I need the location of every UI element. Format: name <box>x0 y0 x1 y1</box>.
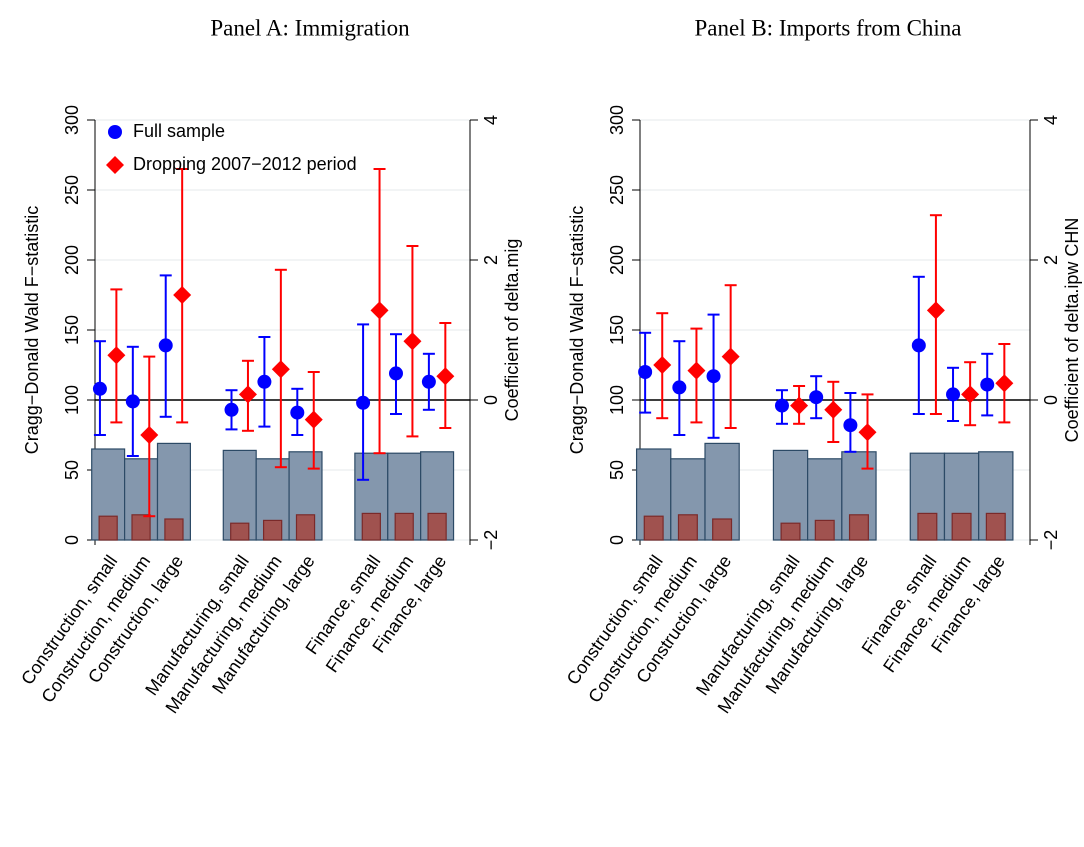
y2-axis-label: Coefficient of delta.ipw CHN <box>1062 218 1082 443</box>
point <box>638 365 653 379</box>
point <box>238 385 257 404</box>
bar <box>848 514 869 541</box>
bar <box>295 514 316 541</box>
y-axis-label: Cragg−Donald Wald F−statistic <box>567 206 587 454</box>
point <box>107 346 126 365</box>
y-tick-label: 0 <box>62 535 82 545</box>
bar <box>98 515 118 541</box>
y2-tick-label: 2 <box>481 255 501 265</box>
bar <box>230 522 250 541</box>
y2-tick-label: −2 <box>1041 530 1061 551</box>
y-tick-label: 250 <box>607 175 627 205</box>
bar <box>677 514 698 541</box>
bar <box>712 518 733 541</box>
y-tick-label: 300 <box>607 105 627 135</box>
point <box>125 394 140 409</box>
bar <box>427 512 447 541</box>
y-tick-label: 50 <box>607 460 627 480</box>
point <box>271 360 290 379</box>
point <box>995 374 1014 393</box>
point <box>290 405 305 420</box>
bar <box>985 512 1006 541</box>
point <box>961 385 980 404</box>
y-tick-label: 250 <box>62 175 82 205</box>
y2-tick-label: 2 <box>1041 255 1061 265</box>
legend-marker <box>106 156 124 174</box>
point <box>790 396 809 415</box>
bar <box>131 514 151 541</box>
point <box>774 398 789 413</box>
bar <box>262 519 283 541</box>
point <box>224 402 239 417</box>
point <box>403 332 422 351</box>
point <box>672 380 687 395</box>
y-tick-label: 0 <box>607 535 627 545</box>
y-tick-label: 300 <box>62 105 82 135</box>
y-tick-label: 150 <box>62 315 82 345</box>
point <box>173 286 192 304</box>
legend-label: Dropping 2007−2012 period <box>133 154 357 174</box>
point <box>92 381 107 396</box>
point <box>926 301 945 320</box>
panel-title: Panel A: Immigration <box>210 15 410 40</box>
point <box>436 367 455 386</box>
y-tick-label: 100 <box>607 385 627 415</box>
y-tick-label: 150 <box>607 315 627 345</box>
bar <box>951 512 972 541</box>
y2-tick-label: 4 <box>481 115 501 125</box>
legend-marker <box>108 125 122 139</box>
y-axis-label: Cragg−Donald Wald F−statistic <box>22 206 42 454</box>
y2-tick-label: 0 <box>481 395 501 405</box>
y-tick-label: 100 <box>62 385 82 415</box>
point <box>158 338 173 353</box>
bar <box>917 512 938 541</box>
point <box>370 301 389 320</box>
y-tick-label: 200 <box>607 245 627 275</box>
bar <box>643 515 664 541</box>
point <box>706 369 721 384</box>
y2-tick-label: 0 <box>1041 395 1061 405</box>
panel-title: Panel B: Imports from China <box>694 15 961 40</box>
point <box>653 356 672 374</box>
bar <box>814 519 835 541</box>
legend-label: Full sample <box>133 121 225 141</box>
point <box>843 418 858 433</box>
bar <box>394 512 414 541</box>
y2-tick-label: 4 <box>1041 115 1061 125</box>
point <box>140 426 159 444</box>
bar <box>361 512 381 541</box>
point <box>809 390 824 405</box>
point <box>980 377 995 392</box>
point <box>257 374 272 389</box>
bar <box>164 518 184 541</box>
point <box>388 366 403 381</box>
point <box>421 374 436 389</box>
y-tick-label: 200 <box>62 245 82 275</box>
point <box>824 400 843 419</box>
y2-axis-label: Coefficient of delta.mig <box>502 239 522 422</box>
y-tick-label: 50 <box>62 460 82 480</box>
point <box>304 410 323 429</box>
point <box>911 338 926 353</box>
bar <box>807 458 843 541</box>
point <box>946 387 961 402</box>
point <box>687 361 706 380</box>
y2-tick-label: −2 <box>481 530 501 551</box>
point <box>858 423 877 442</box>
point <box>356 395 371 410</box>
point <box>721 347 740 366</box>
bar <box>780 522 801 541</box>
